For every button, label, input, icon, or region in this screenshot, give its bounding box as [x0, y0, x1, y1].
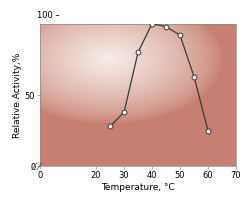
Text: 100 –: 100 – — [37, 11, 60, 20]
X-axis label: Temperature, °C: Temperature, °C — [101, 183, 174, 192]
Y-axis label: Relative Activity,%: Relative Activity,% — [13, 52, 22, 138]
